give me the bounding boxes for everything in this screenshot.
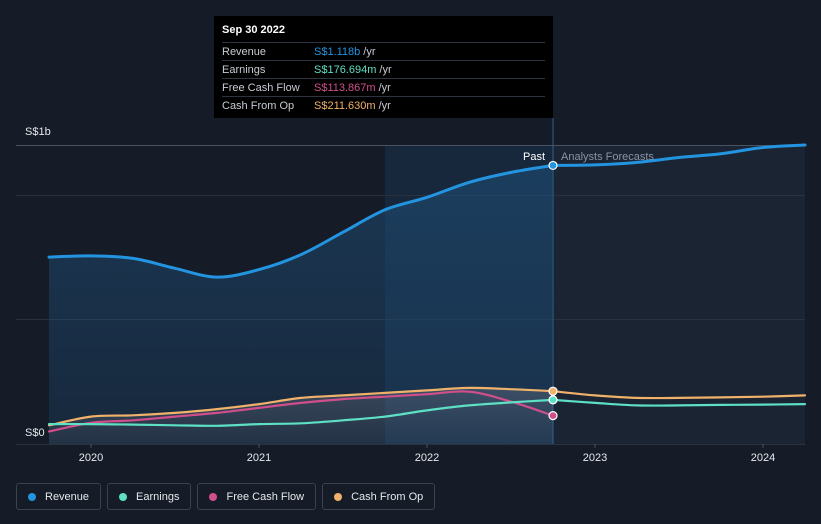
revenue-forecast-line [551,143,807,167]
x-tick-label: 2021 [247,452,271,464]
forecast-region [553,145,805,444]
cash-from-op-forecast-line [551,390,807,400]
x-tick-label: 2022 [415,452,439,464]
x-tick-label: 2020 [79,452,103,464]
legend-label: Free Cash Flow [226,490,305,503]
legend-dot-icon [119,492,128,501]
tooltip-row-label: Earnings [222,63,266,76]
free-cash-flow-point [548,410,558,421]
cash-from-op-point [548,386,558,396]
tooltip-row-unit: /yr [378,81,391,94]
axis-labels: S$1b S$0 2020 2021 2022 2023 2024 Past Analysts … [25,126,775,464]
series-lines [47,143,807,433]
cash-from-op-area [49,387,553,444]
legend-label: Cash From Op [351,490,424,503]
x-tick-label: 2023 [583,452,607,464]
tooltip-row-label: Free Cash Flow [222,81,300,94]
legend: Revenue Earnings Free Cash Flow Cash From O… [16,483,436,510]
revenue-line [47,163,555,279]
tooltip-row-label: Cash From Op [222,99,295,112]
legend-item-free-cash-flow[interactable]: Free Cash Flow [197,483,317,510]
series-points [548,160,558,421]
forecast-label: Analysts Forecasts [561,151,654,163]
tooltip-row-value: S$113.867m [314,81,376,94]
legend-dot-icon [28,492,36,501]
free-cash-flow-line [47,390,555,433]
tooltip-row-label: Revenue [222,45,267,58]
earnings-line [47,398,555,427]
legend-label: Revenue [45,490,90,503]
tooltip-row-unit: /yr [379,63,392,76]
past-label: Past [523,151,545,163]
area-fills [49,165,553,444]
tooltip-row-unit: /yr [378,99,391,112]
legend-item-revenue[interactable]: Revenue [16,483,102,510]
legend-item-earnings[interactable]: Earnings [107,483,192,510]
tooltip-row-value: S$211.630m [314,99,376,112]
tooltip-row-earnings: Earnings S$176.694m/yr [222,60,545,78]
revenue-point [548,160,558,171]
legend-label: Earnings [136,490,180,503]
revenue-area [49,165,553,444]
legend-dot-icon [334,492,343,501]
tooltip-row-cash-from-op: Cash From Op S$211.630m/yr [222,96,545,114]
earnings-point [548,395,558,405]
tooltip: Sep 30 2022 Revenue S$1.118b/yr Earnings S$… [214,16,553,118]
tooltip-row-value: S$1.118b [314,45,361,58]
x-tick-label: 2024 [751,452,775,464]
tooltip-date: Sep 30 2022 [222,24,285,36]
tooltip-row-unit: /yr [363,45,376,58]
cash-from-op-line [47,386,555,427]
tooltip-row-value: S$176.694m [314,63,377,76]
chart: S$1b S$0 2020 2021 2022 2023 2024 Past Analysts … [16,118,807,464]
tooltip-row-free-cash-flow: Free Cash Flow S$113.867m/yr [222,78,545,96]
legend-item-cash-from-op[interactable]: Cash From Op [322,483,436,510]
tooltip-row-revenue: Revenue S$1.118b/yr [222,42,545,60]
y-tick-label: S$0 [25,427,45,439]
legend-dot-icon [209,492,218,501]
y-tick-label: S$1b [25,126,51,138]
earnings-forecast-line [551,398,807,407]
